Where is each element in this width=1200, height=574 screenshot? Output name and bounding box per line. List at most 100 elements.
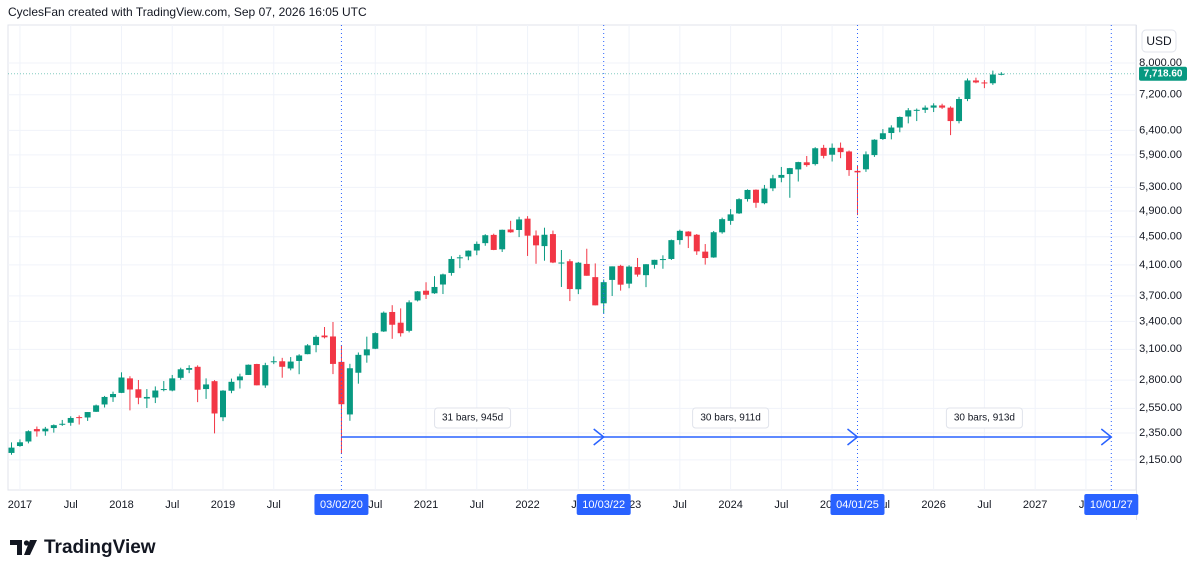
y-tick-label: 4,500.00 <box>1139 231 1182 243</box>
marker-date-label: 03/02/20 <box>320 499 363 511</box>
candle-body <box>380 312 387 332</box>
y-tick-label: 6,400.00 <box>1139 124 1182 136</box>
candle-body <box>152 390 159 398</box>
x-tick-label: 2021 <box>414 499 438 511</box>
candle-body <box>236 376 243 381</box>
candle-body <box>939 105 946 108</box>
candle-body <box>363 349 370 356</box>
candle-body <box>905 110 912 117</box>
x-tick-label: Jul <box>774 499 788 511</box>
measure-label-box <box>692 407 770 429</box>
candle-body <box>456 257 463 259</box>
y-tick-label: 3,400.00 <box>1139 315 1182 327</box>
candle-body <box>820 147 827 156</box>
y-tick-label: 4,100.00 <box>1139 259 1182 271</box>
candle-body <box>854 170 861 173</box>
candle-body <box>778 174 785 178</box>
candle-body <box>812 148 819 165</box>
candle-body <box>431 286 438 294</box>
marker-date-box <box>830 494 885 515</box>
candle-body <box>837 147 844 153</box>
measure-label-box <box>434 407 512 429</box>
candle-body <box>947 107 954 122</box>
candle-body <box>736 199 743 214</box>
candle-body <box>50 425 57 429</box>
y-tick-label: 2,350.00 <box>1139 427 1182 439</box>
candle-body <box>592 277 599 306</box>
measure-arrowhead <box>1100 428 1113 446</box>
candle-body <box>761 188 768 204</box>
y-tick-label: 3,700.00 <box>1139 290 1182 302</box>
candle-body <box>406 302 413 331</box>
candle-body <box>549 234 556 263</box>
candle-body <box>956 99 963 122</box>
candle-body <box>490 234 497 250</box>
candle-body <box>896 116 903 128</box>
brand-logo <box>10 540 37 555</box>
candle-body <box>253 364 260 386</box>
marker-date-label: 10/03/22 <box>582 499 625 511</box>
x-tick-label: Jul <box>368 499 382 511</box>
last-price-box <box>1139 66 1187 81</box>
candle-body <box>541 234 548 247</box>
measure-label: 31 bars, 945d <box>442 413 503 424</box>
x-tick-label: 2018 <box>109 499 133 511</box>
x-tick-label: Jul <box>673 499 687 511</box>
y-tick-label: 2,150.00 <box>1139 454 1182 466</box>
x-tick-label: Jul <box>977 499 991 511</box>
candle-body <box>93 405 100 412</box>
candle-body <box>389 311 396 325</box>
candle-body <box>126 378 133 390</box>
candle-body <box>203 384 210 390</box>
candle-body <box>346 368 353 415</box>
candle-body <box>270 361 277 363</box>
candle-body <box>110 393 117 398</box>
candle-body <box>186 368 193 370</box>
y-tick-label: 5,300.00 <box>1139 181 1182 193</box>
marker-date-box <box>1084 494 1139 515</box>
candle-body <box>533 235 540 246</box>
candle-body <box>177 369 184 378</box>
candle-body <box>803 162 810 166</box>
marker-date-label: 04/01/25 <box>836 499 879 511</box>
x-tick-label: Jul <box>64 499 78 511</box>
x-tick-label: Jul <box>267 499 281 511</box>
candle-body <box>465 250 472 257</box>
candle-body <box>25 431 32 442</box>
candle-body <box>659 259 666 261</box>
last-price-label: 7,718.60 <box>1144 68 1183 79</box>
marker-date-box <box>314 494 369 515</box>
candle-body <box>626 266 633 284</box>
candle-body <box>583 263 590 276</box>
candle-body <box>744 189 751 200</box>
brand: TradingView <box>44 537 156 558</box>
candle-body <box>355 354 362 373</box>
candle-body <box>67 417 74 423</box>
x-tick-label: Jul <box>470 499 484 511</box>
candle-body <box>558 262 565 264</box>
candle-body <box>507 229 514 233</box>
candle-body <box>499 229 506 250</box>
x-tick-label: 2017 <box>8 499 32 511</box>
candle-body <box>710 232 717 258</box>
candle-body <box>143 396 150 399</box>
x-tick-label: 2022 <box>515 499 539 511</box>
candle-body <box>76 417 83 419</box>
candle-body <box>516 219 523 230</box>
x-tick-label: 2024 <box>718 499 742 511</box>
candle-body <box>566 261 573 290</box>
candle-body <box>634 267 641 275</box>
candle-body <box>922 107 929 110</box>
measure-label: 30 bars, 913d <box>954 413 1015 424</box>
header: CyclesFan created with TradingView.com, … <box>8 5 367 19</box>
measure-label-box <box>945 407 1023 429</box>
candle-body <box>989 74 996 84</box>
candle-body <box>245 364 252 375</box>
currency-button[interactable] <box>1141 29 1177 53</box>
candle-body <box>194 366 201 390</box>
marker-date-label: 10/01/27 <box>1090 499 1133 511</box>
candle-body <box>439 274 446 285</box>
candle-body <box>448 258 455 273</box>
candle-body <box>930 105 937 108</box>
